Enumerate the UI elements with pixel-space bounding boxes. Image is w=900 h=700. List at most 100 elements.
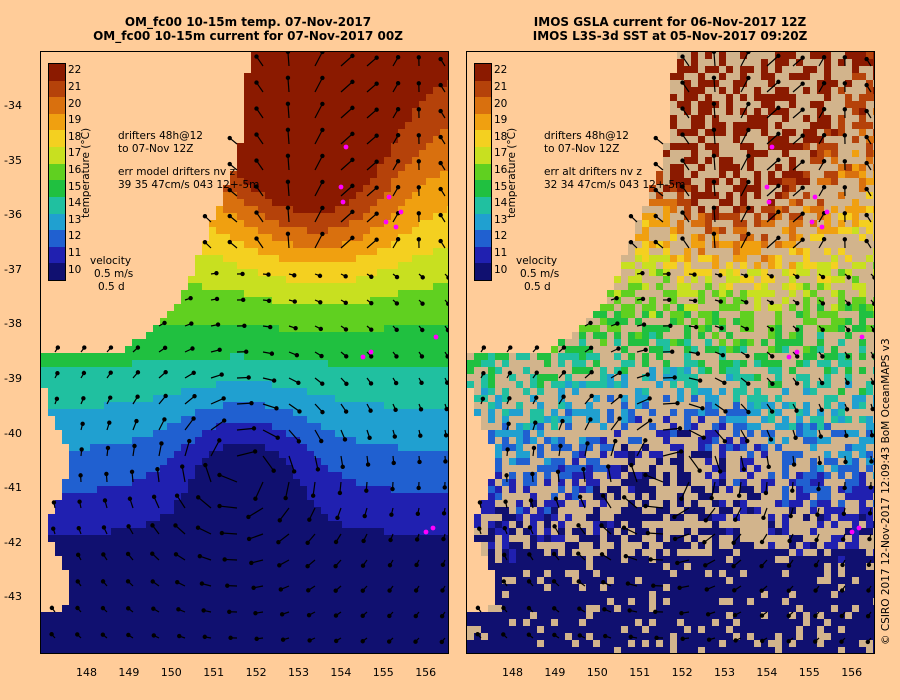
colorbar-tick-label: 12 — [494, 230, 508, 243]
drifter-markers — [338, 144, 439, 535]
colorbar-tick-label: 11 — [68, 247, 82, 260]
left-colorbar — [48, 63, 66, 281]
colorbar-tick-label: 22 — [68, 64, 82, 77]
lon-tick-label: 150 — [586, 666, 608, 679]
colorbar-tick-label: 19 — [494, 114, 508, 127]
colorbar-swatch — [49, 263, 65, 281]
colorbar-swatch — [49, 230, 65, 248]
colorbar-tick-label: 22 — [494, 64, 508, 77]
left-title-line2: OM_fc00 10-15m current for 07-Nov-2017 0… — [93, 29, 403, 43]
right-drifters-line2: to 07-Nov 12Z — [544, 143, 620, 155]
lon-tick-label: 152 — [245, 666, 267, 679]
lon-tick-label: 151 — [203, 666, 225, 679]
colorbar-swatch — [475, 180, 491, 198]
lon-tick-label: 155 — [372, 666, 394, 679]
left-velocity-time: 0.5 d — [98, 281, 125, 293]
colorbar-swatch — [49, 196, 65, 215]
lat-tick-label: -35 — [4, 153, 22, 167]
lat-tick-label: -36 — [4, 208, 22, 222]
colorbar-swatch — [475, 163, 491, 181]
colorbar-tick-label: 17 — [494, 147, 508, 160]
colorbar-swatch — [475, 230, 491, 248]
colorbar-swatch — [49, 64, 65, 82]
colorbar-swatch — [49, 130, 65, 148]
colorbar-tick-label: 10 — [494, 263, 508, 276]
colorbar-swatch — [49, 163, 65, 181]
lon-tick-label: 153 — [714, 666, 735, 679]
colorbar-swatch — [475, 213, 491, 231]
left-colorbar-label: temperature (°C) — [80, 127, 92, 218]
credit-text: © CSIRO 2017 12-Nov-2017 12:09:43 BoM Oc… — [880, 338, 892, 645]
colorbar-tick-label: 18 — [494, 130, 508, 143]
left-err-line2: 39 35 47cm/s 043 12+-5m — [118, 179, 260, 191]
colorbar-swatch — [475, 97, 491, 115]
lon-tick-label: 151 — [629, 666, 651, 679]
lon-tick-label: 148 — [502, 666, 523, 679]
colorbar-tick-label: 15 — [494, 180, 508, 193]
left-map-panel[interactable] — [40, 51, 449, 654]
colorbar-swatch — [475, 113, 491, 131]
lon-tick-label: 156 — [841, 666, 863, 679]
left-velocity-scale: 0.5 m/s — [94, 268, 134, 280]
left-err-line1: err model drifters nv z — [118, 166, 236, 178]
left-title-line1: OM_fc00 10-15m temp. 07-Nov-2017 — [124, 15, 372, 29]
current-arrows — [49, 52, 448, 645]
right-err-text: err alt drifters nv z 32 34 47cm/s 043 1… — [544, 166, 685, 192]
lon-tick-label: 152 — [671, 666, 693, 679]
colorbar-tick-label: 15 — [68, 180, 82, 193]
colorbar-tick-label: 10 — [68, 263, 82, 276]
right-velocity-scale: 0.5 m/s — [520, 268, 560, 280]
right-colorbar-label: temperature (°C) — [506, 127, 518, 218]
lat-tick-label: -42 — [4, 535, 22, 549]
colorbar-swatch — [49, 80, 65, 98]
lon-tick-label: 154 — [756, 666, 778, 679]
right-drifters-line1: drifters 48h@12 — [544, 130, 629, 142]
right-map-panel[interactable] — [466, 51, 875, 654]
colorbar-tick-label: 21 — [494, 80, 508, 93]
left-err-text: err model drifters nv z 39 35 47cm/s 043… — [118, 166, 259, 192]
right-err-line2: 32 34 47cm/s 043 12+-5m — [544, 179, 686, 191]
current-arrows — [475, 52, 874, 645]
colorbar-swatch — [475, 246, 491, 264]
colorbar-swatch — [49, 147, 65, 165]
colorbar-tick-label: 13 — [68, 213, 82, 226]
colorbar-swatch — [49, 180, 65, 198]
colorbar-tick-label: 16 — [494, 164, 508, 176]
colorbar-tick-label: 19 — [68, 114, 82, 127]
left-drifters-text: drifters 48h@12 to 07-Nov 12Z — [118, 130, 203, 156]
right-drifters-text: drifters 48h@12 to 07-Nov 12Z — [544, 130, 629, 156]
left-velocity-label: velocity — [90, 255, 132, 267]
right-colorbar — [474, 63, 492, 281]
lat-tick-label: -34 — [4, 99, 22, 112]
colorbar-tick-label: 18 — [68, 130, 82, 143]
left-drifters-line2: to 07-Nov 12Z — [118, 143, 194, 155]
colorbar-swatch — [475, 80, 491, 98]
colorbar-tick-label: 11 — [494, 247, 508, 260]
colorbar-tick-label: 12 — [68, 230, 82, 243]
lat-tick-label: -41 — [4, 481, 22, 495]
lon-tick-label: 150 — [160, 666, 182, 679]
lon-tick-label: 149 — [544, 666, 566, 679]
colorbar-swatch — [475, 147, 491, 165]
right-err-line1: err alt drifters nv z — [544, 166, 642, 178]
lat-tick-label: -40 — [4, 426, 22, 440]
lat-tick-label: -37 — [4, 262, 22, 276]
colorbar-swatch — [49, 213, 65, 231]
colorbar-tick-label: 20 — [68, 97, 82, 110]
colorbar-tick-label: 21 — [68, 80, 82, 93]
lon-tick-label: 149 — [118, 666, 140, 679]
colorbar-tick-label: 16 — [68, 164, 82, 176]
colorbar-tick-label: 17 — [68, 147, 82, 160]
left-drifters-line1: drifters 48h@12 — [118, 130, 203, 142]
lon-tick-label: 155 — [798, 666, 820, 679]
lat-tick-label: -43 — [4, 590, 22, 604]
right-title-line1: IMOS GSLA current for 06-Nov-2017 12Z — [533, 15, 807, 29]
left-velocity-legend: velocity 0.5 m/s 0.5 d — [90, 255, 133, 294]
colorbar-swatch — [49, 97, 65, 115]
colorbar-tick-label: 20 — [494, 97, 508, 110]
colorbar-tick-label: 13 — [494, 213, 508, 226]
lat-tick-label: -39 — [4, 372, 22, 385]
right-title: IMOS GSLA current for 06-Nov-2017 12Z IM… — [470, 15, 870, 43]
right-velocity-legend: velocity 0.5 m/s 0.5 d — [516, 255, 559, 294]
colorbar-tick-label: 14 — [68, 197, 82, 210]
